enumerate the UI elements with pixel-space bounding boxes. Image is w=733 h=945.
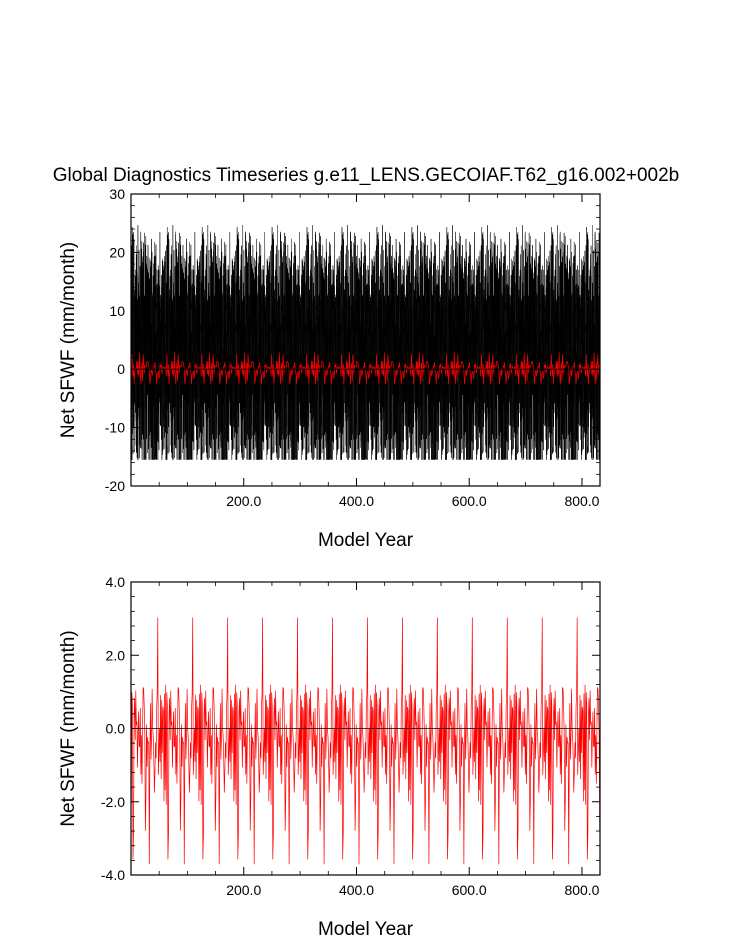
top-plot-frame: [130, 193, 601, 487]
bottom-y-axis-label: Net SFWF (mm/month): [58, 630, 79, 826]
x-tick-label: 600.0: [452, 882, 487, 898]
bottom-panel: -4.0 -2.0 0.0 2.0 4.0 200.0 400.0 600.0 800.0 Mo…: [58, 574, 601, 940]
figure-title: Global Diagnostics Timeseries g.e11_LENS…: [53, 165, 679, 186]
top-x-axis-label: Model Year: [318, 530, 414, 551]
x-tick-label: 200.0: [226, 882, 261, 898]
y-tick-label: -4.0: [101, 867, 125, 883]
x-tick-label: 200.0: [226, 493, 261, 509]
y-tick-label: 10: [109, 303, 125, 319]
top-axis-ticks: -20 -10 0 10 20 30 200.0 400.0 600.0 800.0: [105, 186, 600, 509]
x-tick-label: 800.0: [564, 493, 599, 509]
y-tick-label: 0.0: [106, 721, 126, 737]
y-tick-label: 0: [117, 361, 125, 377]
series-line-1: [130, 617, 601, 865]
bottom-axis-ticks: -4.0 -2.0 0.0 2.0 4.0 200.0 400.0 600.0 800.0: [101, 574, 600, 898]
y-tick-label: 4.0: [106, 574, 126, 590]
y-tick-label: 2.0: [106, 647, 126, 663]
top-plot-area: [130, 224, 601, 460]
x-tick-label: 800.0: [564, 882, 599, 898]
series-line-1: [130, 224, 601, 460]
y-tick-label: -10: [105, 420, 125, 436]
x-tick-label: 400.0: [339, 493, 374, 509]
bottom-plot-area: [130, 617, 601, 865]
top-panel: -20 -10 0 10 20 30 200.0 400.0 600.0 800.0 Model …: [58, 186, 601, 551]
series-line-2: [130, 352, 601, 385]
x-tick-label: 400.0: [339, 882, 374, 898]
x-tick-label: 600.0: [452, 493, 487, 509]
top-y-axis-label: Net SFWF (mm/month): [58, 242, 79, 438]
y-tick-label: -2.0: [101, 794, 125, 810]
y-tick-label: 30: [109, 186, 125, 202]
bottom-x-axis-label: Model Year: [318, 919, 414, 940]
y-tick-label: 20: [109, 244, 125, 260]
y-tick-label: -20: [105, 478, 125, 494]
